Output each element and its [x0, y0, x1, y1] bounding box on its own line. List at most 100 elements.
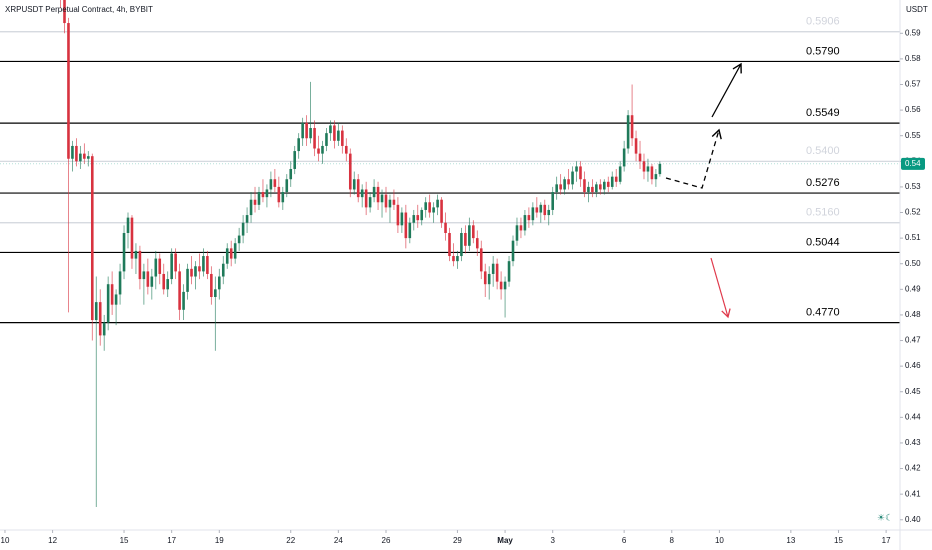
- level-label: 0.5044: [806, 236, 840, 248]
- candle-body: [634, 138, 638, 154]
- candle-body: [122, 232, 126, 272]
- level-label: 0.5906: [806, 16, 840, 28]
- candle-body: [456, 256, 459, 262]
- candle-body: [67, 23, 70, 159]
- candle-body: [646, 166, 650, 172]
- candle-body: [174, 253, 177, 272]
- x-tick-label: 6: [622, 536, 627, 545]
- candle-body: [511, 240, 515, 262]
- level-label: 0.5400: [806, 145, 840, 157]
- level-label: 0.5790: [806, 45, 840, 57]
- candle-body: [364, 189, 368, 208]
- candle-body: [194, 266, 197, 277]
- y-tick-label: 0.59: [905, 28, 921, 37]
- candle-body: [170, 253, 173, 280]
- candle-body: [217, 276, 221, 290]
- level-label: 0.5160: [806, 207, 840, 219]
- y-tick-label: 0.49: [905, 284, 921, 293]
- candle-body: [126, 217, 130, 233]
- candle-body: [563, 179, 566, 190]
- candle-body: [599, 184, 602, 190]
- candle-body: [491, 263, 495, 274]
- candle-body: [118, 271, 122, 295]
- candle-body: [297, 138, 300, 152]
- x-tick-label: 26: [382, 536, 391, 545]
- candle-body: [329, 125, 332, 134]
- candle-body: [606, 181, 610, 187]
- candle-body: [579, 166, 582, 180]
- candle-body: [348, 153, 352, 190]
- candle-body: [479, 248, 483, 272]
- candle-body: [154, 258, 158, 277]
- candle-body: [483, 271, 487, 285]
- candle-body: [424, 202, 427, 210]
- candle-body: [186, 268, 189, 292]
- x-tick-label: 10: [715, 536, 724, 545]
- candle-body: [396, 204, 400, 226]
- x-tick-label: 3: [550, 536, 555, 545]
- x-tick-label: May: [497, 536, 513, 545]
- candle-body: [94, 302, 98, 321]
- down-arrow: [710, 257, 731, 319]
- x-tick-label: 19: [215, 536, 224, 545]
- candle-body: [106, 284, 110, 323]
- up-arrow: [711, 62, 742, 118]
- candle-body: [408, 222, 412, 239]
- price-tag: [901, 157, 925, 170]
- candle-body: [325, 133, 328, 146]
- candle-body: [142, 271, 146, 280]
- x-tick-label: 24: [334, 536, 343, 545]
- candle-body: [591, 186, 594, 193]
- chart-title: XRPUSDT Perpetual Contract, 4h, BYBIT: [5, 5, 153, 14]
- candle-body: [158, 258, 162, 274]
- candle-body: [559, 184, 562, 190]
- candle-body: [448, 232, 451, 257]
- candle-body: [166, 279, 169, 290]
- candle-body: [317, 148, 320, 154]
- candle-body: [567, 179, 570, 185]
- x-tick-label: 8: [670, 536, 675, 545]
- x-tick-label: 13: [786, 536, 795, 545]
- candle-body: [202, 256, 205, 272]
- candle-body: [321, 145, 324, 154]
- candle-body: [269, 179, 273, 190]
- candle-body: [253, 199, 257, 205]
- candle-body: [650, 166, 654, 180]
- y-tick-label: 0.50: [905, 259, 921, 268]
- x-tick-label: 12: [48, 536, 57, 545]
- candle-body: [285, 179, 289, 193]
- y-tick-label: 0.55: [905, 131, 921, 140]
- candle-body: [626, 115, 630, 149]
- candle-body: [309, 128, 312, 139]
- candle-body: [503, 281, 507, 290]
- candle-body: [618, 166, 622, 182]
- candle-body: [305, 122, 308, 139]
- y-tick-label: 0.52: [905, 208, 921, 217]
- candle-body: [404, 212, 408, 239]
- candle-body: [281, 192, 285, 203]
- candle-body: [79, 153, 82, 162]
- candle-body: [428, 202, 431, 213]
- candle-body: [356, 179, 360, 198]
- candle-body: [475, 238, 479, 249]
- y-tick-label: 0.48: [905, 310, 921, 319]
- theme-icon[interactable]: ☀☾: [877, 512, 893, 522]
- candle-body: [436, 199, 439, 208]
- candle-body: [114, 294, 118, 305]
- candle-body: [237, 235, 241, 244]
- candle-body: [622, 148, 626, 167]
- candle-body: [102, 322, 106, 336]
- candle-body: [277, 186, 281, 203]
- candle-body: [472, 225, 475, 239]
- candle-body: [293, 151, 297, 169]
- candle-body: [90, 156, 94, 321]
- candle-body: [384, 194, 388, 208]
- y-tick-label: 0.40: [905, 515, 921, 524]
- candle-body: [225, 248, 229, 264]
- candle-body: [555, 184, 558, 193]
- y-tick-label: 0.41: [905, 489, 921, 498]
- candle-body: [539, 204, 543, 213]
- candle-body: [468, 225, 471, 246]
